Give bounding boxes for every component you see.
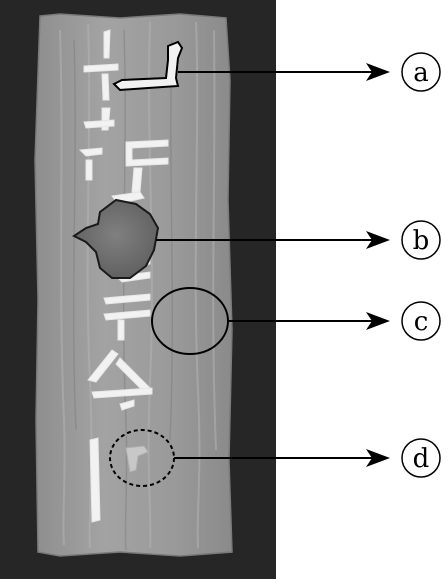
arrowhead-a bbox=[366, 63, 390, 81]
painted-characters bbox=[78, 29, 169, 523]
leader-lines bbox=[156, 63, 390, 467]
label-c: c bbox=[401, 301, 441, 341]
arrowhead-c bbox=[366, 312, 390, 330]
wood-grain-dark bbox=[72, 29, 174, 551]
label-a-text: a bbox=[413, 58, 429, 88]
arrowhead-d bbox=[366, 449, 390, 467]
stain-b bbox=[72, 198, 160, 279]
wood-grain bbox=[59, 21, 217, 549]
small-mark-d bbox=[125, 445, 149, 473]
arrowhead-b bbox=[366, 231, 390, 249]
wooden-board bbox=[34, 13, 233, 557]
label-b-text: b bbox=[413, 226, 430, 256]
label-d: d bbox=[401, 438, 441, 478]
label-c-text: c bbox=[414, 307, 429, 337]
label-d-text: d bbox=[413, 444, 430, 474]
label-a: a bbox=[401, 52, 441, 92]
label-b: b bbox=[401, 220, 441, 260]
marked-stroke-a bbox=[112, 40, 184, 92]
